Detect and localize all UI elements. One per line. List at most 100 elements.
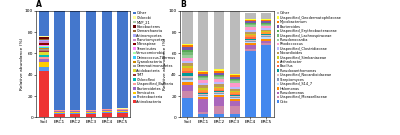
- Bar: [198, 76, 208, 77]
- Bar: [70, 113, 80, 114]
- Bar: [261, 43, 271, 45]
- Bar: [198, 114, 208, 117]
- Bar: [182, 76, 192, 78]
- Bar: [39, 59, 49, 62]
- Bar: [182, 98, 192, 117]
- Bar: [214, 90, 224, 91]
- Bar: [261, 28, 271, 30]
- Bar: [214, 76, 224, 77]
- Bar: [261, 41, 271, 43]
- Bar: [182, 63, 192, 66]
- Bar: [245, 32, 256, 34]
- Bar: [230, 114, 240, 117]
- Bar: [86, 11, 96, 110]
- Bar: [198, 70, 208, 72]
- Bar: [230, 80, 240, 81]
- Bar: [182, 58, 192, 61]
- Bar: [182, 70, 192, 73]
- Bar: [39, 40, 49, 41]
- Bar: [102, 110, 112, 111]
- Bar: [261, 19, 271, 20]
- Bar: [182, 73, 192, 76]
- Y-axis label: Relative abundance (%): Relative abundance (%): [20, 38, 24, 90]
- Bar: [230, 11, 240, 74]
- Bar: [214, 77, 224, 79]
- Bar: [182, 78, 192, 80]
- Bar: [214, 88, 224, 90]
- Bar: [198, 96, 208, 97]
- Bar: [86, 114, 96, 117]
- Bar: [214, 93, 224, 94]
- Bar: [102, 112, 112, 113]
- Bar: [214, 91, 224, 92]
- Bar: [54, 113, 65, 114]
- Bar: [86, 110, 96, 111]
- Bar: [245, 20, 256, 21]
- Bar: [118, 112, 128, 113]
- Bar: [198, 90, 208, 92]
- Bar: [261, 36, 271, 37]
- Bar: [198, 78, 208, 80]
- Bar: [39, 49, 49, 50]
- Bar: [230, 102, 240, 106]
- Bar: [245, 30, 256, 32]
- Bar: [182, 44, 192, 45]
- Bar: [261, 26, 271, 28]
- Bar: [39, 46, 49, 47]
- Bar: [261, 38, 271, 41]
- Bar: [54, 111, 65, 112]
- Bar: [39, 50, 49, 51]
- Bar: [245, 37, 256, 38]
- Bar: [39, 47, 49, 48]
- Bar: [182, 66, 192, 68]
- Bar: [214, 75, 224, 76]
- Bar: [261, 35, 271, 36]
- Text: A: A: [36, 0, 42, 9]
- Bar: [261, 30, 271, 31]
- Legend: Other, Unspecified_Geodermatophilaceae, Mycobacterium, Bacteroides, Unspecified_: Other, Unspecified_Geodermatophilaceae, …: [277, 11, 342, 104]
- Bar: [230, 83, 240, 87]
- Bar: [198, 80, 208, 83]
- Bar: [182, 45, 192, 47]
- Bar: [182, 68, 192, 70]
- Bar: [261, 20, 271, 21]
- Bar: [54, 11, 65, 110]
- Bar: [245, 38, 256, 40]
- Bar: [198, 88, 208, 90]
- Bar: [214, 84, 224, 87]
- Bar: [261, 23, 271, 24]
- Bar: [230, 77, 240, 79]
- Bar: [198, 77, 208, 78]
- Bar: [198, 9, 208, 70]
- Bar: [214, 94, 224, 95]
- Bar: [39, 45, 49, 46]
- Bar: [70, 11, 80, 110]
- Bar: [102, 113, 112, 117]
- Bar: [261, 34, 271, 35]
- Bar: [182, 82, 192, 85]
- Bar: [54, 114, 65, 117]
- Bar: [102, 11, 112, 109]
- Bar: [214, 69, 224, 70]
- Bar: [245, 23, 256, 24]
- Bar: [182, 91, 192, 98]
- Bar: [230, 99, 240, 102]
- Bar: [261, 13, 271, 19]
- Bar: [214, 114, 224, 117]
- Bar: [245, 40, 256, 41]
- Bar: [230, 79, 240, 80]
- Bar: [214, 82, 224, 84]
- Legend: Other, Chlorobi, MVP_21, Fibrobacteres, Crenarchaeota, Actinomycetes, Planctomyc: Other, Chlorobi, MVP_21, Fibrobacteres, …: [133, 11, 176, 104]
- Bar: [198, 92, 208, 93]
- Bar: [230, 92, 240, 94]
- Bar: [198, 112, 208, 114]
- Bar: [182, 47, 192, 50]
- Bar: [54, 112, 65, 113]
- Bar: [230, 91, 240, 92]
- Bar: [261, 21, 271, 23]
- Bar: [230, 75, 240, 77]
- Bar: [245, 27, 256, 30]
- Bar: [70, 112, 80, 113]
- Bar: [214, 97, 224, 106]
- Bar: [245, 13, 256, 19]
